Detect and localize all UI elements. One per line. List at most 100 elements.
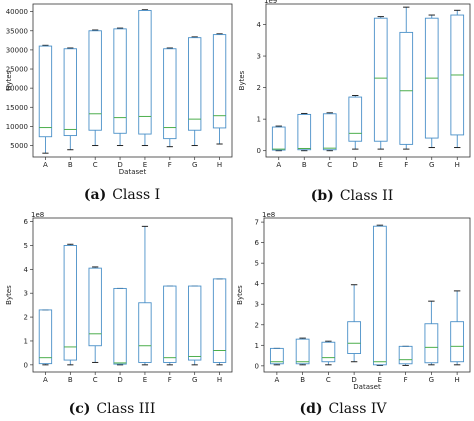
x-tick-label: G (192, 376, 197, 384)
iqr-box (63, 48, 77, 137)
y-tick-label: 1 (24, 337, 28, 345)
iqr-box (348, 96, 363, 142)
x-tick-label: A (276, 161, 281, 169)
y-tick-label: 25000 (6, 66, 28, 74)
caption-text: Class II (340, 188, 393, 204)
axis-multiplier: 1e9 (264, 0, 277, 5)
y-axis-label: Bytes (236, 285, 244, 305)
iqr-box (138, 10, 152, 135)
x-tick-label: G (429, 161, 434, 169)
caption-tag: (a) (84, 187, 106, 203)
x-tick-label: E (378, 376, 382, 384)
box-H (212, 33, 227, 145)
iqr-box (88, 267, 102, 347)
y-tick-label: 6 (255, 239, 260, 247)
x-tick-label: F (168, 376, 172, 384)
x-tick-label: D (117, 161, 122, 169)
plot-frame (263, 217, 471, 373)
y-tick-label: 1 (257, 116, 261, 124)
box-C (88, 266, 102, 363)
iqr-box (271, 126, 286, 151)
chart-panel-2: 0 1 2 3 4 1e9 Bytes A B C D E F G H (b) Class II (238, 0, 471, 204)
box-A (269, 347, 284, 366)
x-tick-label: C (326, 376, 331, 384)
box-A (38, 309, 53, 366)
x-tick-label: C (327, 161, 332, 169)
y-axis-label: Bytes (5, 285, 13, 305)
box-E (372, 224, 387, 366)
box-G (188, 36, 202, 147)
box-B (63, 243, 77, 366)
x-tick-label: H (217, 376, 222, 384)
y-tick-label: 5 (24, 242, 28, 250)
x-tick-label: D (117, 376, 122, 384)
iqr-box (212, 34, 227, 129)
iqr-box (212, 278, 227, 363)
box-D (348, 94, 363, 150)
x-tick-label: G (429, 376, 434, 384)
box-D (113, 287, 127, 366)
iqr-box (398, 345, 413, 365)
box-E (138, 9, 152, 147)
iqr-box (138, 302, 152, 363)
box-A (38, 44, 53, 154)
iqr-box (295, 338, 310, 365)
iqr-box (399, 31, 414, 145)
iqr-box (113, 28, 127, 134)
box-E (138, 225, 152, 366)
x-tick-label: D (351, 376, 356, 384)
x-tick-label: H (217, 161, 222, 169)
iqr-box (322, 113, 337, 151)
y-tick-label: 2 (24, 314, 28, 322)
plot-frame (32, 3, 233, 158)
x-tick-label: E (379, 161, 383, 169)
box-F (163, 285, 177, 366)
x-tick-label: F (404, 161, 408, 169)
x-tick-label: F (168, 161, 172, 169)
iqr-box (63, 245, 77, 361)
chart-panel-1: 5000 10000 15000 20000 25000 30000 35000 40000 B… (5, 3, 233, 203)
x-tick-label: H (454, 376, 459, 384)
subfigure-caption: (c) Class III (69, 401, 156, 417)
iqr-box (163, 285, 177, 363)
y-tick-label: 5000 (10, 142, 28, 150)
x-axis-label: Dataset (353, 383, 381, 391)
iqr-box (38, 45, 53, 138)
box-H (212, 278, 227, 366)
box-H (450, 290, 465, 366)
box-G (424, 300, 439, 366)
caption-text: Class IV (329, 401, 388, 417)
y-tick-label: 0 (255, 362, 259, 370)
iqr-box (424, 323, 439, 364)
y-tick-label: 7 (255, 219, 259, 227)
iqr-box (269, 347, 284, 365)
box-D (347, 284, 362, 363)
box-G (424, 14, 439, 149)
y-tick-label: 6 (24, 218, 29, 226)
caption-text: Class I (112, 187, 160, 203)
y-axis-label: Bytes (238, 70, 246, 90)
box-B (295, 337, 310, 366)
x-tick-label: H (455, 161, 460, 169)
subfigure-caption: (b) Class II (311, 188, 393, 204)
x-tick-label: B (300, 376, 305, 384)
x-tick-label: F (404, 376, 408, 384)
iqr-box (113, 287, 127, 365)
plot-frame (265, 3, 471, 158)
y-tick-label: 5 (255, 260, 259, 268)
x-tick-label: D (353, 161, 358, 169)
y-tick-label: 4 (255, 280, 260, 288)
box-E (373, 16, 388, 150)
y-tick-label: 40000 (6, 8, 28, 16)
iqr-box (373, 17, 388, 142)
x-tick-label: B (68, 161, 73, 169)
caption-text: Class III (96, 401, 155, 417)
caption-tag: (c) (69, 401, 91, 417)
y-tick-label: 30000 (6, 46, 28, 54)
x-tick-label: A (274, 376, 279, 384)
box-D (113, 27, 127, 147)
plot-frame (32, 217, 233, 373)
iqr-box (188, 37, 202, 131)
